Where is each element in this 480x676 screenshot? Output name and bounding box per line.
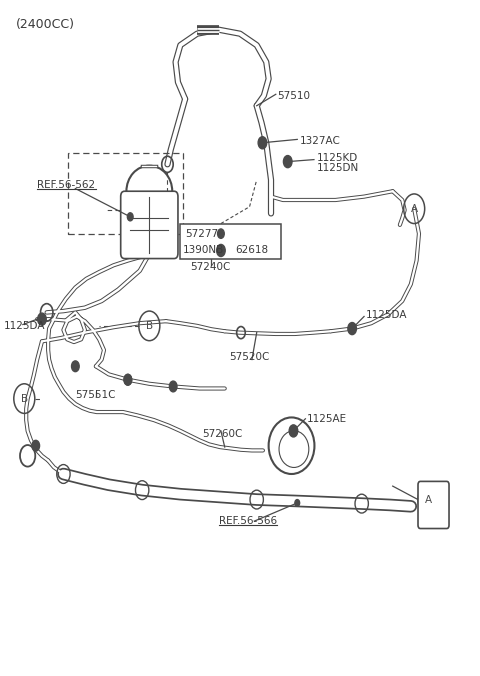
Circle shape [72, 361, 79, 372]
Circle shape [295, 500, 300, 506]
Circle shape [127, 213, 133, 221]
Text: 57520C: 57520C [229, 352, 270, 362]
Circle shape [348, 322, 357, 335]
Text: 1125DA: 1125DA [4, 321, 45, 331]
Text: A: A [410, 203, 418, 214]
Circle shape [169, 381, 177, 392]
Text: 57510: 57510 [277, 91, 310, 101]
Circle shape [32, 440, 39, 451]
Text: 57240C: 57240C [190, 262, 230, 272]
Circle shape [217, 229, 224, 239]
Bar [68, 153, 183, 234]
Circle shape [124, 375, 132, 385]
FancyBboxPatch shape [418, 481, 449, 529]
FancyBboxPatch shape [120, 191, 178, 258]
Text: 1125KD: 1125KD [316, 153, 358, 162]
Text: REF.56-566: REF.56-566 [218, 516, 276, 526]
Circle shape [258, 137, 267, 149]
Circle shape [283, 155, 292, 168]
Text: 1125AE: 1125AE [307, 414, 347, 424]
Text: B: B [146, 321, 153, 331]
Text: 57260C: 57260C [202, 429, 242, 439]
Text: (2400CC): (2400CC) [16, 18, 75, 31]
Text: 57277: 57277 [185, 228, 218, 239]
Circle shape [289, 425, 298, 437]
Text: 1125DA: 1125DA [365, 310, 407, 320]
Text: 57551C: 57551C [75, 390, 116, 400]
Text: 62618: 62618 [235, 245, 268, 256]
Circle shape [37, 313, 46, 325]
Text: 1125DN: 1125DN [316, 164, 359, 173]
Text: 1327AC: 1327AC [300, 136, 340, 146]
Circle shape [124, 375, 132, 385]
Text: B: B [21, 393, 28, 404]
Text: A: A [425, 495, 432, 504]
Text: 1390NB: 1390NB [183, 245, 224, 256]
Text: REF.56-562: REF.56-562 [37, 180, 96, 189]
Bar [180, 224, 281, 258]
Circle shape [216, 245, 225, 256]
